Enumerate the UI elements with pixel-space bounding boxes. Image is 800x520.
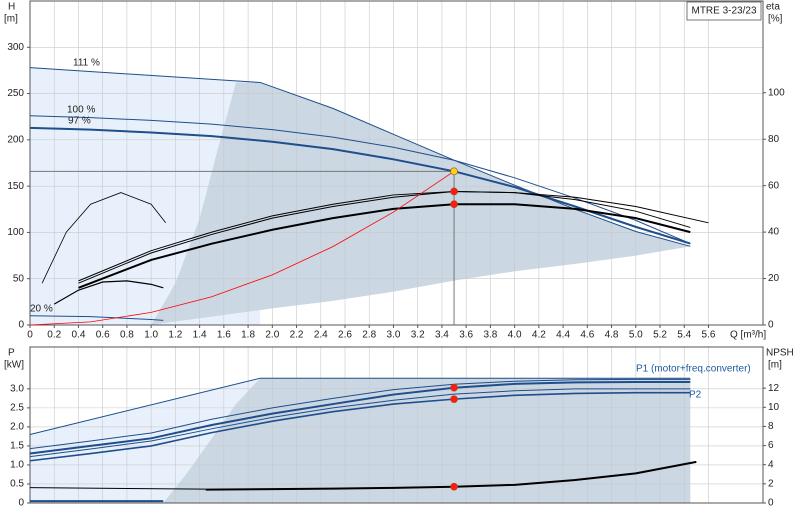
x-tick-label: 3.6 [459,330,473,341]
y2-tick-label: 0 [768,498,774,509]
x-tick-label: 0 [27,330,33,341]
x-tick-label: 4.0 [508,330,522,341]
operating-point [450,187,458,196]
curve [53,280,164,305]
title-box [686,1,762,21]
x-tick-label: 5.4 [677,330,691,341]
y2-tick-label: 60 [768,180,780,191]
y-tick-label: 2.0 [10,422,24,433]
x-tick-label: 0.8 [120,330,134,341]
y2-axis-title: NPSH [766,348,794,359]
curve-label: 111 % [73,58,100,69]
y-tick-label: 1.0 [10,460,24,471]
x-tick-label: 2.0 [265,330,279,341]
curve [29,391,691,462]
curve-label: 100 % [67,105,95,116]
curve [78,190,709,282]
x-tick-label: 0.6 [96,330,110,341]
y2-tick-label: 6 [768,440,774,451]
curve [29,487,206,490]
operating-area [151,82,691,325]
plot-frame [29,0,764,326]
x-tick-label: 2.8 [362,330,376,341]
y2-tick-label: 0 [768,320,774,331]
y-tick-label: 50 [13,273,25,284]
x-tick-label: 1.0 [144,330,158,341]
x-tick-label: 4.4 [556,330,570,341]
annotation: P2 [689,390,702,401]
y-tick-label: 0 [18,498,24,509]
operating-point [450,482,458,491]
curve [29,388,691,458]
curve [29,378,691,450]
y-axis-title: H [8,2,15,13]
x-tick-label: 2.4 [314,330,328,341]
y-axis-unit: [kW] [4,360,24,371]
y-tick-label: 2.5 [10,403,24,414]
operating-point [450,395,458,403]
x-tick-label: 4.8 [605,330,619,341]
y-tick-label: 100 [7,227,24,238]
y2-tick-label: 10 [768,402,780,413]
x-tick-label: 5.6 [702,330,716,341]
x-tick-label: 1.8 [241,330,255,341]
y-tick-label: 0.5 [10,479,24,490]
x-tick-label: 3.0 [387,330,401,341]
y2-tick-label: 8 [768,421,774,432]
y-tick-label: 200 [7,134,24,145]
operating-point [450,383,458,392]
curve [29,170,455,326]
y-axis-unit: [m] [4,14,18,25]
plot-frame [29,346,764,504]
y-tick-label: 0 [18,320,24,331]
chart-title: MTRE 3-23/23 [691,6,756,17]
curve [29,315,164,321]
y-tick-label: 3.0 [10,383,24,394]
y2-axis-title: eta [766,2,780,13]
y-tick-label: 300 [7,42,24,53]
curve [29,381,691,455]
curve-label: 20 % [30,304,53,315]
curve-label: 97 % [68,116,91,127]
y2-tick-label: 80 [768,134,780,145]
operating-point [450,200,458,209]
x-axis-title: Q [m³/h] [730,330,766,341]
x-tick-label: 5.2 [653,330,667,341]
annotation: P1 (motor+freq.converter) [636,364,751,375]
y-tick-label: 1.5 [10,441,24,452]
x-tick-label: 1.4 [193,330,207,341]
y2-axis-unit: [m] [768,360,782,371]
x-tick-label: 4.6 [580,330,594,341]
operating-point [450,167,458,176]
y-tick-label: 150 [7,181,24,192]
x-tick-label: 2.2 [290,330,304,341]
x-tick-label: 3.4 [435,330,449,341]
x-tick-label: 1.2 [168,330,182,341]
y2-tick-label: 2 [768,478,774,489]
y2-tick-label: 12 [768,383,780,394]
curve [78,190,691,284]
y-tick-label: 250 [7,88,24,99]
y2-tick-label: 100 [768,87,785,98]
x-tick-label: 0.2 [47,330,61,341]
x-tick-label: 5.0 [629,330,643,341]
y2-axis-unit: [%] [768,14,783,25]
x-tick-label: 2.6 [338,330,352,341]
x-tick-label: 1.6 [217,330,231,341]
x-tick-label: 4.2 [532,330,546,341]
curve [41,192,167,284]
y2-tick-label: 20 [768,273,780,284]
y2-tick-label: 40 [768,227,780,238]
curve [29,377,691,435]
y2-tick-label: 4 [768,459,774,470]
y-axis-title: P [8,348,15,359]
x-tick-label: 3.2 [411,330,425,341]
curve [78,203,691,289]
x-tick-label: 0.4 [72,330,86,341]
x-tick-label: 3.8 [483,330,497,341]
